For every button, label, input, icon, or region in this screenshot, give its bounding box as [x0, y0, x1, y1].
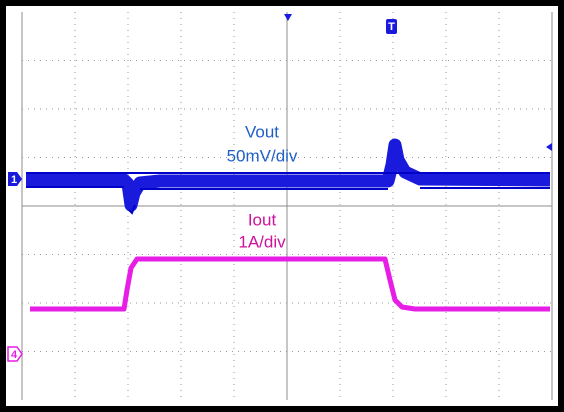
trace-label: Vout	[245, 122, 279, 141]
trigger-position-marker	[284, 14, 292, 21]
channel-4-marker: 4	[11, 349, 18, 361]
trace-scale: 1A/div	[238, 232, 286, 251]
channel-1-marker: 1	[11, 174, 17, 186]
trace-label: Iout	[248, 210, 277, 229]
grid	[21, 12, 553, 400]
vout-waveform	[26, 138, 551, 212]
iout-waveform	[30, 256, 550, 312]
channel-4-marker-bg	[7, 346, 23, 362]
trigger-marker: T	[388, 21, 395, 33]
trace-scale: 50mV/div	[227, 146, 298, 165]
channel-1-marker-bg	[8, 172, 22, 186]
vout-noise	[26, 172, 550, 215]
trigger-level-marker	[546, 143, 552, 151]
trigger-marker-bg	[386, 19, 397, 34]
